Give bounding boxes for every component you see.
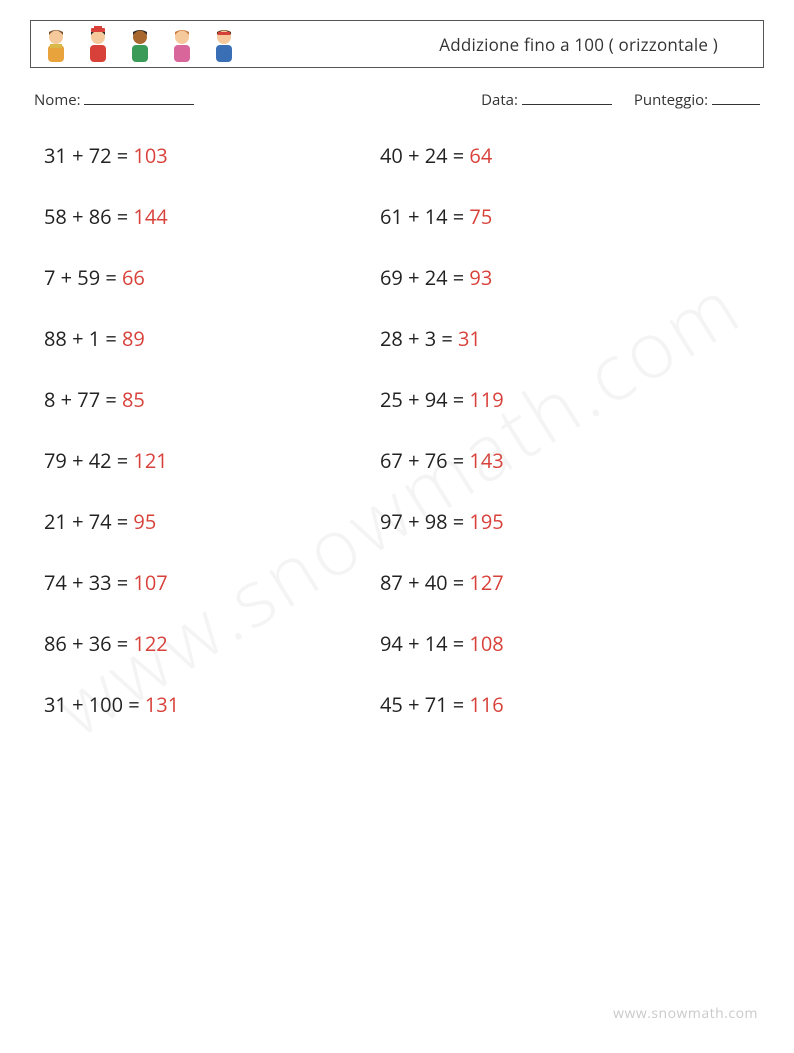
problem-row: 79 + 42 = 121 [44,447,380,474]
problem-answer: 108 [469,630,503,657]
problem-row: 94 + 14 = 108 [380,630,504,657]
problem-answer: 143 [469,447,503,474]
problem-expression: 31 + 100 = [44,691,145,718]
problem-answer: 121 [133,447,167,474]
problem-expression: 86 + 36 = [44,630,133,657]
worksheet-title: Addizione fino a 100 ( orizzontale ) [439,33,718,56]
problem-row: 7 + 59 = 66 [44,264,380,291]
problems-column-right: 40 + 24 = 64 61 + 14 = 75 69 + 24 = 93 28 +… [380,142,504,718]
problem-answer: 119 [469,386,503,413]
name-label: Nome: [34,90,81,110]
problem-expression: 28 + 3 = [380,325,458,352]
problem-expression: 67 + 76 = [380,447,469,474]
meta-row: Nome: Data: Punteggio: [30,90,764,110]
problem-answer: 75 [469,203,492,230]
date-blank[interactable] [522,104,612,105]
problem-answer: 103 [133,142,167,169]
problem-row: 61 + 14 = 75 [380,203,504,230]
problem-row: 69 + 24 = 93 [380,264,504,291]
problem-row: 45 + 71 = 116 [380,691,504,718]
problem-answer: 144 [133,203,167,230]
score-blank[interactable] [712,104,760,105]
person-icon-2 [125,26,155,62]
problem-answer: 66 [122,264,145,291]
problem-row: 88 + 1 = 89 [44,325,380,352]
problem-expression: 97 + 98 = [380,508,469,535]
problem-row: 74 + 33 = 107 [44,569,380,596]
problem-answer: 127 [469,569,503,596]
problem-answer: 195 [469,508,503,535]
problem-answer: 95 [133,508,156,535]
problems-grid: 31 + 72 = 103 58 + 86 = 144 7 + 59 = 66 88 … [30,142,764,718]
problem-expression: 45 + 71 = [380,691,469,718]
person-icon-1 [83,26,113,62]
footer-url: www.snowmath.com [613,1004,758,1023]
date-label: Data: [481,90,518,110]
problem-expression: 25 + 94 = [380,386,469,413]
problem-row: 87 + 40 = 127 [380,569,504,596]
problem-expression: 58 + 86 = [44,203,133,230]
score-label: Punteggio: [634,90,708,110]
problem-row: 21 + 74 = 95 [44,508,380,535]
person-icon-3 [167,26,197,62]
problem-expression: 8 + 77 = [44,386,122,413]
problem-expression: 79 + 42 = [44,447,133,474]
problem-row: 31 + 100 = 131 [44,691,380,718]
problem-expression: 87 + 40 = [380,569,469,596]
problem-expression: 40 + 24 = [380,142,469,169]
name-blank[interactable] [84,104,194,105]
problem-answer: 116 [469,691,503,718]
header-icon-row [41,26,239,62]
header-box: Addizione fino a 100 ( orizzontale ) [30,20,764,68]
problem-expression: 31 + 72 = [44,142,133,169]
problem-answer: 64 [469,142,492,169]
problem-answer: 31 [458,325,481,352]
name-field: Nome: [34,90,194,110]
problem-row: 58 + 86 = 144 [44,203,380,230]
problem-expression: 94 + 14 = [380,630,469,657]
problem-expression: 21 + 74 = [44,508,133,535]
problem-row: 31 + 72 = 103 [44,142,380,169]
date-field: Data: [481,90,612,110]
problem-row: 28 + 3 = 31 [380,325,504,352]
problem-answer: 131 [145,691,179,718]
problem-answer: 107 [133,569,167,596]
score-field: Punteggio: [634,90,760,110]
problem-row: 97 + 98 = 195 [380,508,504,535]
problem-row: 86 + 36 = 122 [44,630,380,657]
problem-answer: 122 [133,630,167,657]
problems-column-left: 31 + 72 = 103 58 + 86 = 144 7 + 59 = 66 88 … [30,142,380,718]
problem-expression: 61 + 14 = [380,203,469,230]
person-icon-4 [209,26,239,62]
problem-expression: 88 + 1 = [44,325,122,352]
problem-row: 25 + 94 = 119 [380,386,504,413]
problem-expression: 7 + 59 = [44,264,122,291]
problem-expression: 69 + 24 = [380,264,469,291]
problem-answer: 85 [122,386,145,413]
problem-answer: 93 [469,264,492,291]
problem-row: 67 + 76 = 143 [380,447,504,474]
problem-row: 40 + 24 = 64 [380,142,504,169]
problem-expression: 74 + 33 = [44,569,133,596]
problem-answer: 89 [122,325,145,352]
person-icon-0 [41,26,71,62]
problem-row: 8 + 77 = 85 [44,386,380,413]
